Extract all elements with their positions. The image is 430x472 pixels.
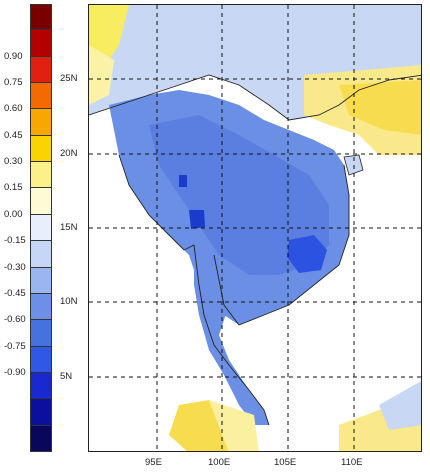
- colorbar-tick-label: 0.00: [4, 208, 23, 220]
- lat-label-25n: 25N: [60, 73, 78, 84]
- colorbar-segment: [30, 30, 52, 57]
- colorbar-segment: [30, 162, 52, 189]
- colorbar-segment: [30, 214, 52, 242]
- colorbar-segment: [30, 188, 52, 215]
- lat-label-5n: 5N: [60, 371, 73, 382]
- colorbar-segment: [30, 109, 52, 136]
- colorbar-tick-label: 0.30: [4, 156, 23, 168]
- lon-label-95e: 95E: [145, 457, 162, 468]
- lon-label-100e: 100E: [208, 457, 231, 468]
- lon-label-110e: 110E: [341, 457, 363, 468]
- west-coastline: [118, 154, 270, 426]
- colorbar-tick-label: -0.30: [4, 261, 26, 273]
- lat-label-15n: 15N: [60, 222, 78, 233]
- colorbar-tick-label: -0.75: [4, 340, 26, 352]
- borneo-negative-area: [379, 381, 421, 430]
- colorbar-segment: [30, 241, 52, 268]
- colorbar-tick-label: -0.45: [4, 287, 26, 299]
- colorbar-segment: [30, 425, 52, 452]
- colorbar-tick-label: -0.60: [4, 314, 26, 326]
- colorbar-segment: [30, 83, 52, 110]
- colorbar-segment: [30, 346, 52, 373]
- myanmar-spot: [179, 175, 187, 187]
- myanmar-strong-negative: [189, 210, 205, 229]
- sumatra-light-area: [209, 400, 259, 451]
- colorbar-segment: [30, 56, 52, 84]
- lon-label-105e: 105E: [274, 457, 297, 468]
- colorbar-tick-label: 0.15: [4, 182, 23, 194]
- colorbar-tick-label: 0.75: [4, 77, 23, 89]
- colorbar-segment: [30, 293, 52, 321]
- colorbar-segment: [30, 4, 52, 31]
- colorbar-tick-label: 0.45: [4, 129, 23, 141]
- map-panel: [88, 4, 422, 452]
- colorbar-tick-label: -0.15: [4, 235, 26, 247]
- northeast-strong-area: [339, 80, 421, 135]
- colorbar-segment: [30, 320, 52, 347]
- china-coastline: [89, 74, 421, 121]
- cambodia-strong-negative: [287, 235, 327, 273]
- colorbar-segment: [30, 399, 52, 426]
- lat-label-10n: 10N: [60, 296, 78, 307]
- graticule: [89, 5, 421, 451]
- colorbar-segment: [30, 372, 52, 400]
- colorbar-segment: [30, 267, 52, 294]
- peninsula-negative-area: [194, 245, 269, 425]
- map-canvas: [89, 5, 421, 451]
- lat-label-20n: 20N: [60, 148, 78, 159]
- northwest-light-area: [89, 45, 114, 105]
- colorbar-tick-label: -0.90: [4, 366, 26, 378]
- colorbar-tick-label: 0.60: [4, 103, 23, 115]
- colorbar-legend: [30, 4, 52, 452]
- mainland-core-area: [149, 115, 329, 275]
- colorbar-tick-label: 0.90: [4, 50, 23, 62]
- colorbar-segment: [30, 135, 52, 163]
